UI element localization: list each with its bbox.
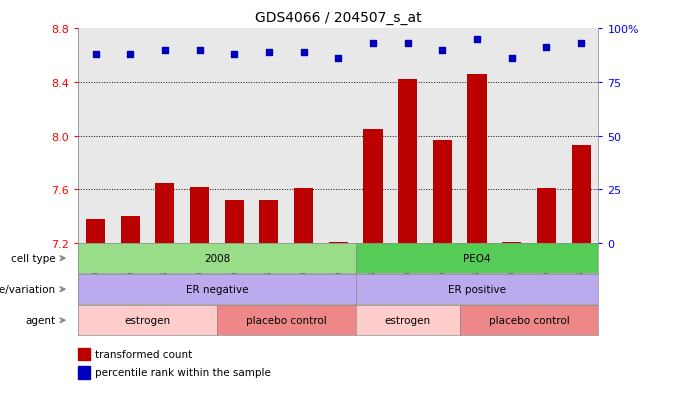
Point: [506, 56, 517, 62]
Point: [402, 40, 413, 47]
Point: [228, 51, 239, 58]
Text: estrogen: estrogen: [385, 316, 430, 325]
Text: agent: agent: [26, 316, 56, 325]
Bar: [78, 348, 90, 360]
Point: [298, 49, 309, 56]
Text: transformed count: transformed count: [95, 349, 192, 359]
Bar: [432, 140, 452, 244]
Bar: [259, 201, 279, 244]
Bar: [571, 146, 591, 244]
Bar: [190, 187, 209, 244]
Bar: [502, 242, 522, 244]
Text: percentile rank within the sample: percentile rank within the sample: [95, 368, 271, 377]
Point: [263, 49, 274, 56]
Point: [333, 56, 343, 62]
Bar: [224, 201, 244, 244]
Bar: [78, 366, 90, 379]
Bar: [120, 217, 140, 244]
Text: estrogen: estrogen: [124, 316, 171, 325]
Bar: [398, 80, 418, 244]
Point: [541, 45, 551, 52]
Point: [159, 47, 170, 54]
Point: [471, 36, 482, 43]
Text: 2008: 2008: [204, 254, 230, 263]
Bar: [363, 130, 383, 244]
Text: ER positive: ER positive: [448, 285, 506, 294]
Point: [194, 47, 205, 54]
Bar: [467, 74, 487, 244]
Point: [90, 51, 101, 58]
Text: PEO4: PEO4: [463, 254, 491, 263]
Bar: [328, 242, 348, 244]
Bar: [294, 189, 313, 244]
Bar: [537, 189, 556, 244]
Bar: [155, 183, 175, 244]
Point: [575, 40, 586, 47]
Text: placebo control: placebo control: [489, 316, 569, 325]
Point: [437, 47, 447, 54]
Text: ER negative: ER negative: [186, 285, 248, 294]
Bar: [86, 219, 105, 244]
Title: GDS4066 / 204507_s_at: GDS4066 / 204507_s_at: [255, 11, 422, 25]
Text: cell type: cell type: [11, 254, 56, 263]
Text: placebo control: placebo control: [246, 316, 326, 325]
Point: [367, 40, 378, 47]
Text: genotype/variation: genotype/variation: [0, 285, 56, 294]
Point: [124, 51, 135, 58]
